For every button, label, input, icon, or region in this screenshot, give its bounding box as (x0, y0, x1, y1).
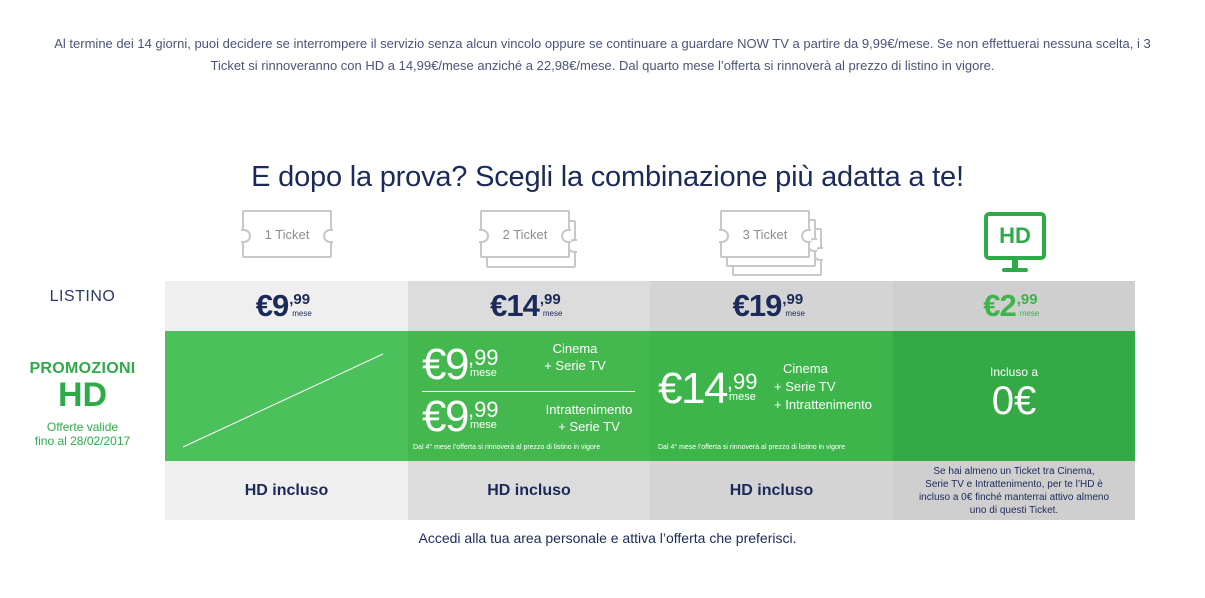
column-label-1: 1 Ticket (264, 226, 310, 242)
promo-validity-1: Offerte valide (46, 420, 119, 434)
hd-included-3: HD incluso (650, 461, 893, 520)
column-header-1: 1 Ticket (236, 208, 346, 278)
listino-price-1: €9 ,99 mese (165, 281, 408, 331)
not-available-line (182, 353, 384, 448)
promo-cell-2: €9,99 mese Cinema + Serie TV €9,99 mese In… (408, 331, 650, 461)
promo-note-2: Dal 4° mese l’offerta si rinnoverà al pr… (413, 444, 601, 451)
promo-title: PROMOZIONI (29, 360, 136, 377)
column-label-3: 3 Ticket (742, 226, 788, 242)
hd-included-note: Se hai almeno un Ticket tra Cinema, Seri… (893, 461, 1135, 520)
listino-price-3: €19 ,99 mese (650, 281, 893, 331)
column-header-2: 2 Ticket (476, 208, 586, 278)
listino-label: LISTINO (49, 288, 116, 305)
promo-offer-cinema-desc: Cinema + Serie TV (544, 341, 606, 373)
ticket-icon: 1 Ticket (241, 210, 333, 258)
promo-cell-3: €14,99 mese Cinema + Serie TV + Intratten… (650, 331, 893, 461)
promo-offer-cinema-price: €9,99 mese (422, 340, 499, 389)
column-label-2: 2 Ticket (502, 226, 548, 242)
promo-included-price: 0€ (991, 379, 1037, 423)
intro-line-1: Al termine dei 14 giorni, puoi decidere … (54, 36, 1151, 51)
listino-price-2: €14 ,99 mese (408, 281, 650, 331)
three-tickets-icon: 3 Ticket (719, 210, 811, 258)
hd-icon-label: HD (999, 223, 1031, 248)
hd-included-2: HD incluso (408, 461, 650, 520)
promo-label: PROMOZIONI HD Offerte valide fino al 28/… (0, 360, 165, 448)
promo-offer-all-desc: Cinema + Serie TV + Intrattenimento (774, 361, 872, 412)
promo-hd: HD (57, 376, 108, 414)
promo-cell-4: Incluso a 0€ (893, 331, 1135, 461)
promo-validity-2: fino al 28/02/2017 (34, 434, 131, 448)
page-title: E dopo la prova? Scegli la combinazione … (251, 161, 964, 193)
promo-offer-intratt-price: €9,99 mese (422, 392, 499, 441)
two-tickets-icon: 2 Ticket (479, 210, 571, 258)
promo-offer-intratt-desc: Intrattenimento + Serie TV (545, 402, 633, 434)
listino-price-4: €2 ,99 mese (893, 281, 1135, 331)
intro-line-2: Ticket si rinnoveranno con HD a 14,99€/m… (210, 58, 995, 73)
intro-text: Al termine dei 14 giorni, puoi decidere … (0, 33, 1205, 77)
promo-included-label: Incluso a (989, 365, 1039, 379)
promo-offer-all-price: €14,99 mese (658, 364, 758, 413)
hd-included-1: HD incluso (165, 461, 408, 520)
column-header-3: 3 Ticket (716, 208, 826, 278)
promo-cell-1 (165, 331, 408, 461)
promo-note-3: Dal 4° mese l’offerta si rinnoverà al pr… (658, 444, 846, 451)
hd-monitor-icon: HD (984, 212, 1046, 272)
promo-divider (422, 391, 635, 392)
footer-cta: Accedi alla tua area personale e attiva … (418, 530, 797, 546)
